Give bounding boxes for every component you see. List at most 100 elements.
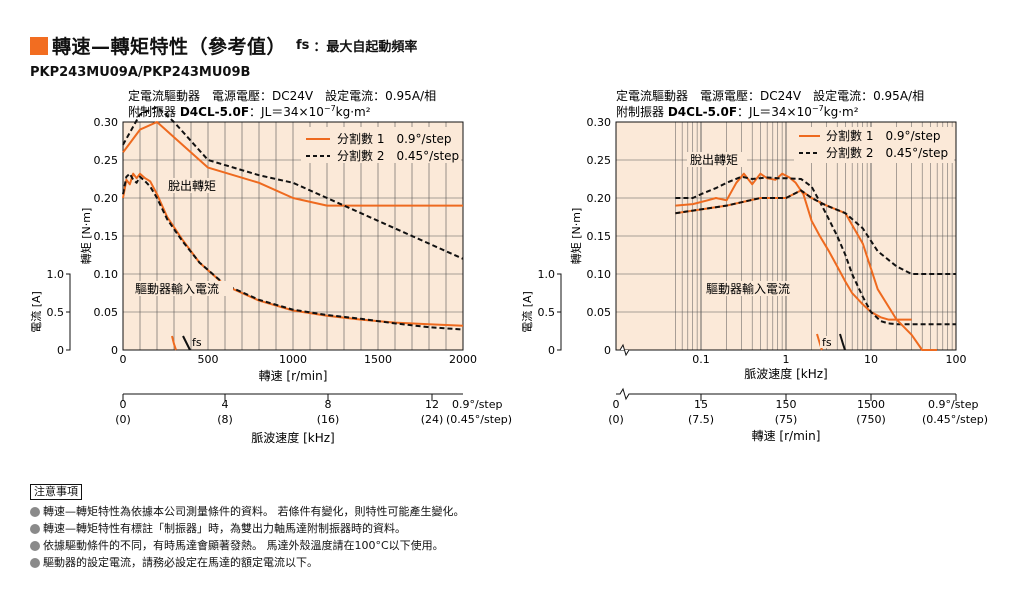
pulse-axis-label: 脈波速度 [kHz] xyxy=(251,430,334,445)
chart-left-plot-border xyxy=(122,121,464,351)
current-tick-label: 0 xyxy=(57,344,64,357)
legend-label-series2: 分割數 2 0.45°/step xyxy=(337,148,459,163)
speed-tick-label: 0 xyxy=(613,398,620,411)
x-tick-label: 2000 xyxy=(449,353,477,366)
speed-tick-label-alt: (0) xyxy=(608,413,624,426)
bullet-icon xyxy=(30,540,40,551)
pulse-tick-label: 4 xyxy=(222,398,229,411)
y-tick-label: 0.25 xyxy=(94,154,119,167)
y-tick-label: 0.05 xyxy=(94,306,119,319)
annotation-pullout-torque: 脫出轉矩 xyxy=(690,152,738,167)
y-tick-label: 0.15 xyxy=(587,230,612,243)
current-axis-line xyxy=(66,273,71,351)
pulse-tick-label: 8 xyxy=(325,398,332,411)
speed-tick-label-alt: (750) xyxy=(856,413,886,426)
chart-left-header-1: 定電流驅動器 電源電壓：DC24V 設定電流：0.95A/相 xyxy=(128,88,436,103)
bullet-icon xyxy=(30,523,40,534)
pulse-tick-label: 0 xyxy=(120,398,127,411)
chart-right-plot-border xyxy=(615,121,957,351)
speed-tick-label: 15 xyxy=(694,398,708,411)
chart-left-header-2: 附制振器 D4CL-5.0F：JL＝34×10−7kg·m² xyxy=(128,104,371,119)
x-tick-label: 0 xyxy=(120,353,127,366)
y-tick-label: 0.30 xyxy=(94,116,119,129)
fs-marker-series2 xyxy=(839,333,846,351)
speed-tick-label-alt: (7.5) xyxy=(688,413,714,426)
legend-label-series1: 分割數 1 0.9°/step xyxy=(826,128,941,143)
speed-step-label-1: 0.9°/step xyxy=(928,398,979,411)
annotation-bg xyxy=(166,178,224,193)
annotation-bg xyxy=(820,336,834,348)
pulse-tick-label-alt: (0) xyxy=(115,413,131,426)
speed-axis-label: 轉速 [r/min] xyxy=(752,429,821,443)
y-tick-label: 0.20 xyxy=(587,192,612,205)
current-axis-label: 電流 [A] xyxy=(520,291,534,333)
pulse-axis-line xyxy=(122,393,463,401)
legend-box xyxy=(794,127,954,163)
pulse-step-label-2: (0.45°/step) xyxy=(446,413,512,426)
model-number: PKP243MU09A/PKP243MU09B xyxy=(30,65,251,80)
pulse-tick-label-alt: (8) xyxy=(217,413,233,426)
input-current-curve-series2 xyxy=(122,105,464,260)
legend-label-series1: 分割數 1 0.9°/step xyxy=(337,131,452,146)
input-current-curve-series2 xyxy=(675,189,956,275)
speed-step-label-2: (0.45°/step) xyxy=(922,413,988,426)
chart-right-header-2: 附制振器 D4CL-5.0F：JL＝34×10−7kg·m² xyxy=(616,104,859,119)
pulse-tick-label: 12 xyxy=(425,398,439,411)
y-tick-label: 0.30 xyxy=(587,116,612,129)
annotation-bg xyxy=(703,281,803,296)
x-tick-label: 1000 xyxy=(279,353,307,366)
notes-section: 注意事項 轉速—轉矩特性為依據本公司測量條件的資料。 若條件有變化，則特性可能產… xyxy=(30,484,465,571)
x-tick-label: 1 xyxy=(783,353,790,366)
bullet-icon xyxy=(30,506,40,517)
y-tick-label: 0 xyxy=(111,344,118,357)
input-current-curve-series1 xyxy=(122,121,463,207)
speed-tick-label: 150 xyxy=(776,398,797,411)
x-tick-label: 0.1 xyxy=(692,353,710,366)
speed-axis-line xyxy=(616,387,957,401)
annotation-pullout-torque: 脫出轉矩 xyxy=(168,178,216,193)
annotation-bg xyxy=(687,152,747,167)
page-title: 轉速—轉矩特性（參考值） xyxy=(52,36,287,58)
chart-right-curves xyxy=(675,172,956,351)
current-axis-line xyxy=(557,273,562,351)
current-tick-label: 0 xyxy=(548,344,555,357)
current-axis-label: 電流 [A] xyxy=(29,291,43,333)
pulse-tick-label-alt: (16) xyxy=(317,413,340,426)
torque-axis-label: 轉矩 [N·m] xyxy=(80,208,93,265)
x-tick-label: 10 xyxy=(864,353,878,366)
page-title-row: 轉速—轉矩特性（參考值） fs ：最大自起動頻率 xyxy=(30,32,417,59)
chart-left-curves xyxy=(122,105,464,331)
bullet-icon xyxy=(30,557,40,568)
fs-description: ：最大自起動頻率 xyxy=(313,40,418,55)
annotation-input-current: 驅動器輸入電流 xyxy=(706,281,790,296)
annotation-bg xyxy=(133,281,233,296)
current-tick-label: 1.0 xyxy=(47,268,65,281)
chart-right-header-1: 定電流驅動器 電源電壓：DC24V 設定電流：0.95A/相 xyxy=(616,88,924,103)
y-tick-label: 0.20 xyxy=(94,192,119,205)
speed-tick-label: 1500 xyxy=(857,398,885,411)
annotation-fs: fs xyxy=(192,336,202,349)
torque-axis-label: 轉矩 [N·m] xyxy=(570,208,583,265)
annotation-input-current: 驅動器輸入電流 xyxy=(135,281,219,296)
title-marker-square xyxy=(30,36,48,55)
note-item: 依據驅動條件的不同，有時馬達會顯著發熱。 馬達外殼溫度請在100°C以下使用。 xyxy=(30,537,465,554)
y-tick-label: 0.10 xyxy=(94,268,119,281)
current-tick-label: 0.5 xyxy=(538,306,556,319)
pullout-torque-curve-series2 xyxy=(122,172,464,331)
chart-left: 定電流驅動器 電源電壓：DC24V 設定電流：0.95A/相 附制振器 D4CL… xyxy=(29,88,512,445)
x-axis-label: 轉速 [r/min] xyxy=(259,369,328,383)
x-tick-label: 1500 xyxy=(364,353,392,366)
fs-marker-series2 xyxy=(182,335,191,351)
note-item: 轉速—轉矩特性有標註「制振器」時，為雙出力軸馬達附制振器時的資料。 xyxy=(30,520,465,537)
pullout-torque-curve-series1 xyxy=(675,172,912,321)
y-tick-label: 0.05 xyxy=(587,306,612,319)
notes-title: 注意事項 xyxy=(30,484,82,500)
note-item: 驅動器的設定電流，請務必設定在馬達的額定電流以下。 xyxy=(30,554,465,571)
x-axis-label: 脈波速度 [kHz] xyxy=(744,366,827,381)
x-tick-label: 500 xyxy=(198,353,219,366)
chart-right: 定電流驅動器 電源電壓：DC24V 設定電流：0.95A/相 附制振器 D4CL… xyxy=(520,88,988,443)
y-tick-label: 0.15 xyxy=(94,230,119,243)
y-tick-label: 0.25 xyxy=(587,154,612,167)
current-tick-label: 1.0 xyxy=(538,268,556,281)
